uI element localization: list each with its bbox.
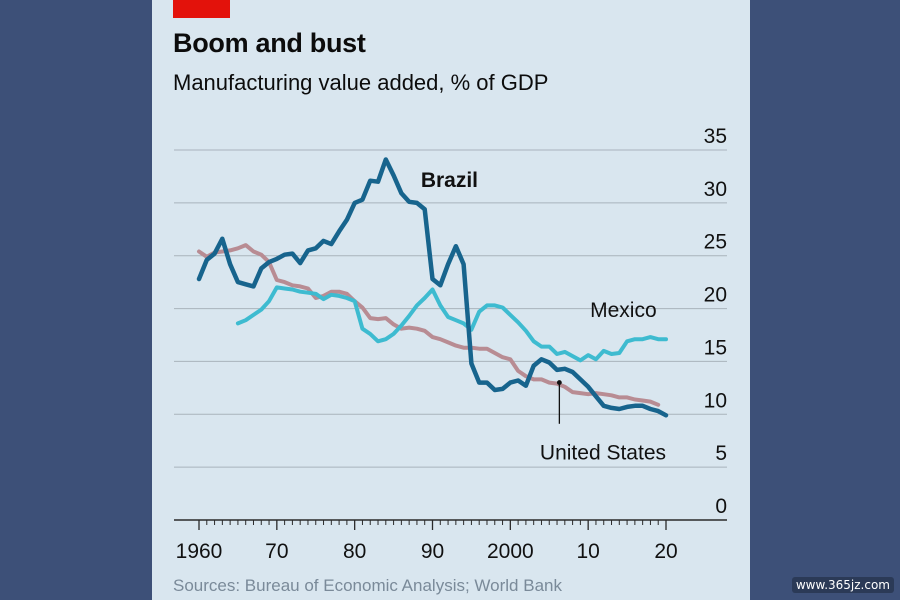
x-tick-label: 10 — [576, 540, 599, 563]
y-tick-label: 30 — [704, 178, 727, 201]
watermark: www.365jz.com — [791, 577, 894, 593]
y-tick-label: 20 — [704, 284, 727, 307]
series-label-united-states: United States — [540, 442, 666, 465]
brand-red-tag — [173, 0, 230, 18]
series-line-mexico — [235, 285, 668, 363]
leader-dot-us — [556, 380, 562, 385]
source-note: Sources: Bureau of Economic Analysis; Wo… — [173, 576, 562, 595]
chart-title: Boom and bust — [173, 28, 366, 58]
y-tick-label: 5 — [715, 442, 727, 465]
x-tick-label: 80 — [343, 540, 366, 563]
y-tick-label: 35 — [704, 125, 727, 148]
chart-panel: Boom and bust Manufacturing value added,… — [152, 0, 750, 600]
y-tick-label: 25 — [704, 231, 727, 254]
series-line-brazil — [196, 157, 669, 418]
chart-subtitle: Manufacturing value added, % of GDP — [173, 70, 549, 95]
series-line-united-states — [197, 243, 661, 407]
y-tick-label: 0 — [715, 495, 727, 518]
x-tick-label: 20 — [654, 540, 677, 563]
x-tick-label: 1960 — [176, 540, 223, 563]
line-chart: 0 5 10 15 20 25 30 35 1960 70 80 90 2000 10 20 Brazil Me… — [174, 125, 727, 563]
x-tick-label: 2000 — [487, 540, 534, 563]
x-tick-label: 70 — [265, 540, 288, 563]
y-tick-label: 10 — [704, 389, 727, 412]
x-tick-label: 90 — [421, 540, 444, 563]
series-label-brazil: Brazil — [421, 169, 478, 192]
series-label-mexico: Mexico — [590, 299, 657, 322]
y-tick-label: 15 — [704, 336, 727, 359]
